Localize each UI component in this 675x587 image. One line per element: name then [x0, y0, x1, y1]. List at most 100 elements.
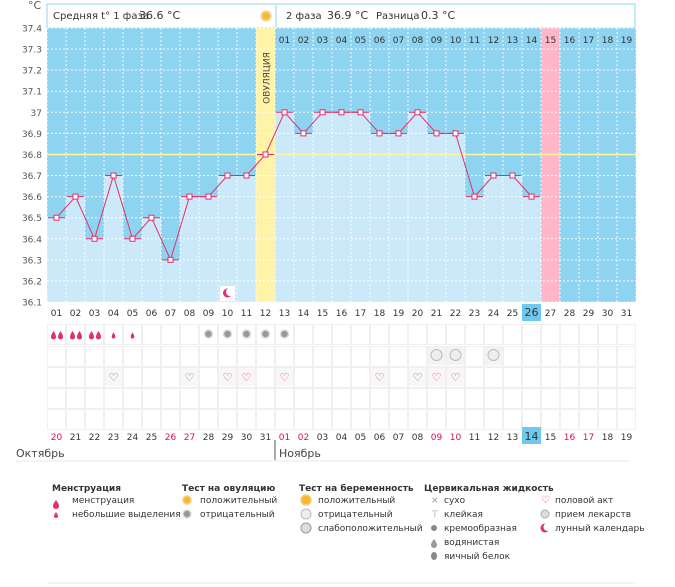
- marker-cell: [617, 388, 636, 409]
- marker-cell: [332, 388, 351, 409]
- y-tick-label: 37.3: [22, 46, 42, 56]
- heart-icon: ♡: [413, 371, 423, 384]
- temperature-point[interactable]: [338, 109, 345, 116]
- cycle-day-label: 03: [89, 309, 100, 319]
- ovulation-negative-icon: [182, 509, 192, 519]
- temperature-column: [123, 238, 142, 302]
- temperature-point[interactable]: [395, 130, 402, 137]
- cycle-day-label: 08: [184, 309, 196, 319]
- marker-cell: [598, 324, 617, 345]
- drop-icon: [70, 331, 75, 340]
- marker-cell: [199, 409, 218, 430]
- temperature-point[interactable]: [53, 214, 60, 221]
- temperature-point[interactable]: [91, 235, 98, 242]
- temperature-point[interactable]: [205, 193, 212, 200]
- pregnancy-positive-icon: [300, 494, 312, 506]
- marker-cell: [370, 409, 389, 430]
- cycle-day-label: 04: [108, 309, 120, 319]
- marked-day-band: [541, 28, 560, 302]
- y-tick-label: 37.2: [22, 67, 42, 77]
- temperature-point[interactable]: [129, 235, 136, 242]
- temperature-column: [275, 112, 294, 302]
- post-ovulation-day: 15: [545, 36, 556, 46]
- marker-cell: [142, 346, 161, 367]
- marker-cell: [560, 409, 579, 430]
- temperature-point[interactable]: [262, 151, 269, 158]
- legend-pregnancy-negative: отрицательный: [318, 510, 393, 520]
- temperature-point[interactable]: [357, 109, 364, 116]
- marker-cell: [617, 409, 636, 430]
- pregnancy-negative-icon: [300, 508, 312, 520]
- marker-cell: [332, 367, 351, 388]
- temperature-point[interactable]: [433, 130, 440, 137]
- post-ovulation-day: 04: [336, 36, 348, 46]
- marker-cell: [47, 388, 66, 409]
- temperature-column: [85, 238, 104, 302]
- date-label: 24: [127, 433, 139, 443]
- temperature-point[interactable]: [376, 130, 383, 137]
- temperature-point[interactable]: [319, 109, 326, 116]
- marker-cell: [465, 346, 484, 367]
- marker-cell: [332, 324, 351, 345]
- post-ovulation-day: 11: [469, 36, 480, 46]
- marker-cell: [313, 409, 332, 430]
- date-label: 10: [450, 433, 462, 443]
- temperature-point[interactable]: [452, 130, 459, 137]
- cycle-day-label: 02: [70, 309, 81, 319]
- legend-cervical-eggwhite: яичный белок: [444, 552, 511, 562]
- marker-cell: [218, 388, 237, 409]
- date-label: 19: [621, 433, 633, 443]
- temperature-point[interactable]: [281, 109, 288, 116]
- temperature-column: [161, 259, 180, 302]
- marker-cell: [47, 346, 66, 367]
- temperature-point[interactable]: [300, 130, 307, 137]
- legend-pregnancy-title: Тест на беременность: [299, 483, 414, 494]
- moon-cutout: [543, 523, 552, 531]
- temperature-point[interactable]: [148, 214, 155, 221]
- marker-cell: [484, 367, 503, 388]
- cycle-day-label: 21: [431, 309, 442, 319]
- marker-cell: [256, 367, 275, 388]
- temperature-point[interactable]: [224, 172, 231, 179]
- temperature-point[interactable]: [72, 193, 79, 200]
- marker-cell: [427, 409, 446, 430]
- drop-icon: [58, 331, 63, 340]
- ovulation-test-negative-icon: [203, 329, 214, 339]
- cycle-day-label: 23: [469, 309, 480, 319]
- ovulation-test-negative-icon: [241, 329, 252, 339]
- phase2-value: 36.9 °C: [327, 9, 368, 22]
- temperature-column: [199, 196, 218, 302]
- temperature-point[interactable]: [110, 172, 117, 179]
- cycle-day-label: 07: [165, 309, 176, 319]
- marker-cell: [180, 324, 199, 345]
- marker-cell: [199, 346, 218, 367]
- marker-cell: [484, 388, 503, 409]
- marker-cell: [560, 346, 579, 367]
- creamy-icon: [431, 525, 437, 531]
- temperature-point[interactable]: [509, 172, 516, 179]
- temperature-point[interactable]: [243, 172, 250, 179]
- date-label: 29: [222, 433, 234, 443]
- date-label: 07: [393, 433, 404, 443]
- marker-cell: [389, 409, 408, 430]
- moon-cutout: [226, 288, 234, 296]
- temperature-column: [408, 112, 427, 302]
- post-ovulation-day: 02: [298, 36, 309, 46]
- post-ovulation-day: 18: [602, 36, 614, 46]
- post-ovulation-day: 08: [412, 36, 424, 46]
- small-drop-icon: [54, 512, 58, 518]
- heart-icon: ♡: [432, 371, 442, 384]
- temperature-point[interactable]: [167, 256, 174, 263]
- marker-cell: [522, 346, 541, 367]
- temperature-point[interactable]: [528, 193, 535, 200]
- marker-cell: [66, 409, 85, 430]
- temperature-point[interactable]: [414, 109, 421, 116]
- cycle-day-label: 15: [317, 309, 328, 319]
- temperature-column: [332, 112, 351, 302]
- marker-cell: [142, 409, 161, 430]
- temperature-point[interactable]: [490, 172, 497, 179]
- legend-lunar: лунный календарь: [555, 524, 645, 534]
- temperature-point[interactable]: [186, 193, 193, 200]
- temperature-point[interactable]: [471, 193, 478, 200]
- drop-icon: [77, 331, 82, 340]
